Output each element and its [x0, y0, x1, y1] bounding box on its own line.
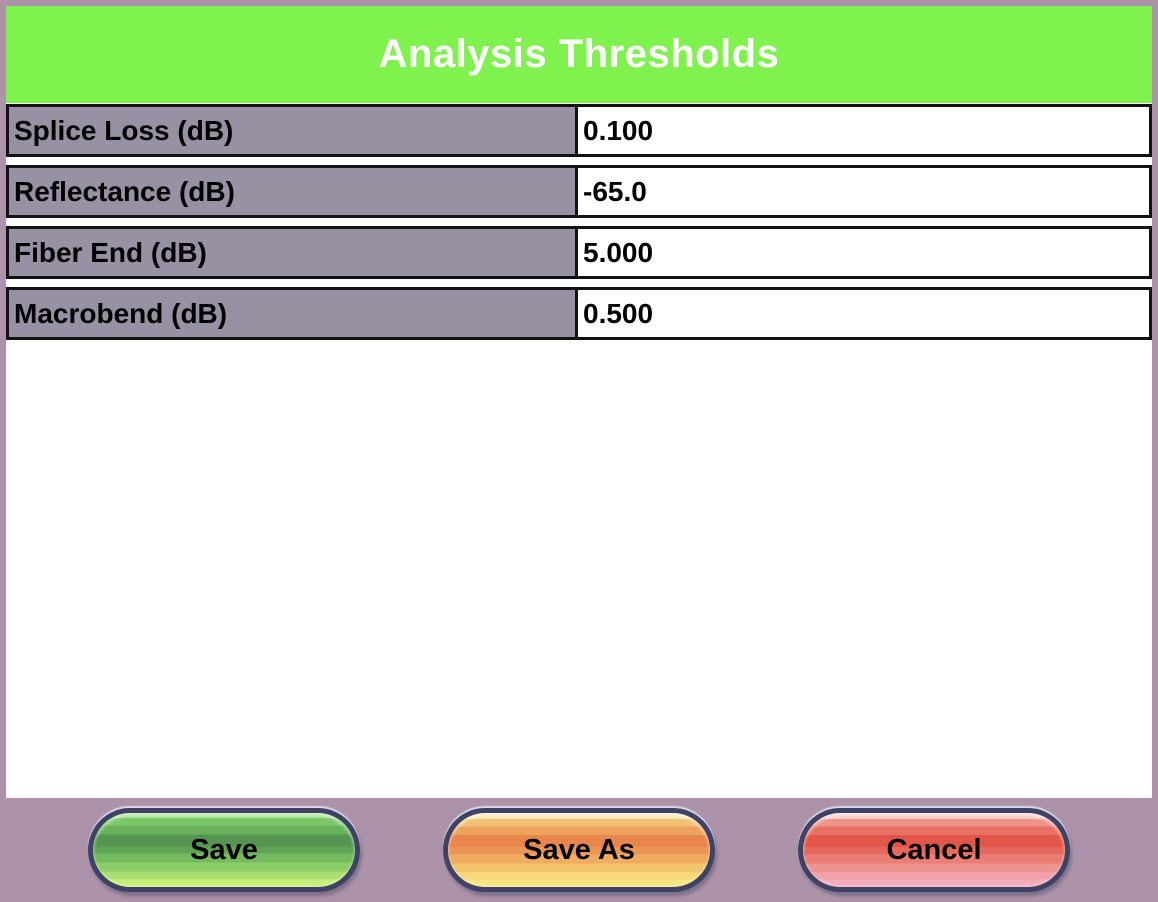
reflectance-input[interactable]: [575, 165, 1152, 218]
splice-loss-input[interactable]: [575, 104, 1152, 157]
cancel-button-label: Cancel: [803, 813, 1065, 887]
row-reflectance: Reflectance (dB): [6, 165, 1152, 218]
reflectance-label: Reflectance (dB): [6, 165, 578, 218]
threshold-form: Splice Loss (dB) Reflectance (dB) Fiber …: [6, 103, 1152, 798]
save-button[interactable]: Save: [88, 808, 360, 892]
page-title: Analysis Thresholds: [378, 32, 780, 76]
fiber-end-input[interactable]: [575, 226, 1152, 279]
splice-loss-label: Splice Loss (dB): [6, 104, 578, 157]
row-splice-loss: Splice Loss (dB): [6, 104, 1152, 157]
button-bar: Save Save As Cancel: [0, 798, 1158, 902]
dialog-header: Analysis Thresholds: [6, 6, 1152, 103]
save-button-label: Save: [93, 813, 355, 887]
row-fiber-end: Fiber End (dB): [6, 226, 1152, 279]
save-as-button-label: Save As: [448, 813, 710, 887]
save-as-button[interactable]: Save As: [443, 808, 715, 892]
cancel-button[interactable]: Cancel: [798, 808, 1070, 892]
macrobend-input[interactable]: [575, 287, 1152, 340]
row-macrobend: Macrobend (dB): [6, 287, 1152, 340]
macrobend-label: Macrobend (dB): [6, 287, 578, 340]
fiber-end-label: Fiber End (dB): [6, 226, 578, 279]
